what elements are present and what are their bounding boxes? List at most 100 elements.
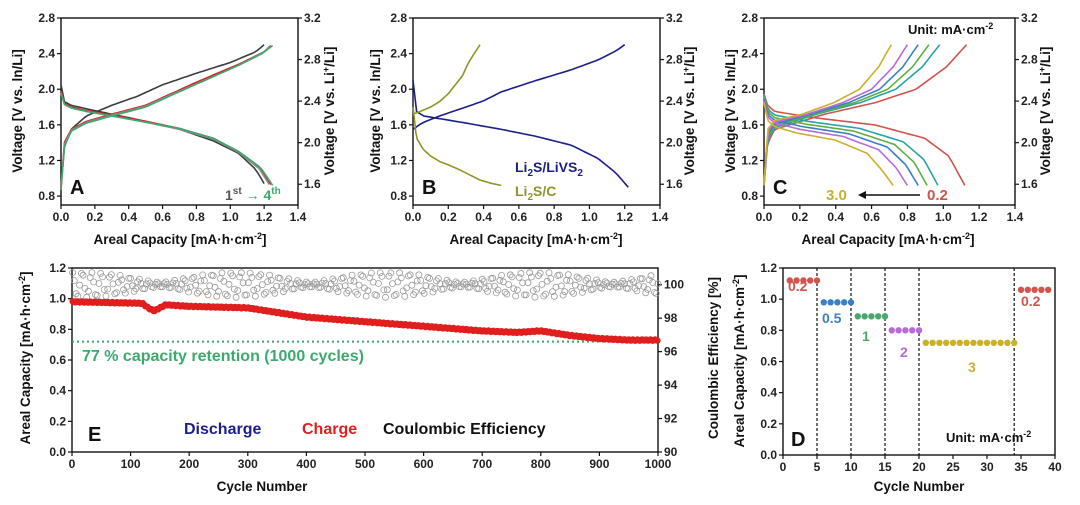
panel-e-efficiency-point (88, 269, 96, 277)
panel-d-plot-frame (782, 267, 1056, 456)
panel-e-efficiency-point (193, 289, 201, 297)
panel-e-efficiency-point (531, 293, 539, 301)
panel-a-y2-tick-label: 3.2 (304, 11, 321, 25)
panel-b-y-tick-label: 1.6 (390, 118, 407, 132)
panel-d-point (1038, 286, 1045, 293)
panel-e-efficiency-point (243, 291, 251, 299)
panel-e-efficiency-point (392, 291, 400, 298)
panel-e-efficiency-point (579, 288, 586, 296)
panel-e-efficiency-point (529, 287, 537, 295)
panel-e-efficiency-point (591, 279, 599, 287)
panel-e-efficiency-point (503, 290, 511, 298)
panel-d-segment-2 (820, 299, 855, 306)
panel-e-y-tick-label: 0.0 (49, 445, 66, 459)
panel-e-efficiency-point (524, 279, 532, 287)
panel-e-efficiency-point (309, 280, 317, 288)
panel-b-x-axis-title: Areal Capacity [mA·h·cm-2] (449, 231, 622, 247)
panel-e-efficiency-point (281, 285, 289, 293)
panel-d-point (841, 299, 848, 306)
panel-e-efficiency-point (575, 274, 583, 282)
panel-e-efficiency-point (190, 273, 198, 281)
panel-b-x-tick-label: 0.4 (475, 210, 492, 224)
panel-a-x-axis-title: Areal Capacity [mA·h·cm-2] (93, 231, 266, 247)
panel-e-efficiency-point (505, 281, 513, 288)
panel-d-point (1031, 286, 1038, 293)
panel-d-y-tick-label: 0.6 (760, 355, 777, 369)
panel-c-charge-curve-6 (763, 44, 892, 186)
panel-e-efficiency-point (215, 287, 222, 295)
panel-e-efficiency-point (598, 284, 606, 292)
panel-e-efficiency-point (237, 269, 245, 277)
panel-e-efficiency-point (229, 272, 237, 280)
panel-e-efficiency-point (533, 285, 541, 293)
panel-e-efficiency-point (417, 277, 425, 284)
panel-e-efficiency-point (642, 289, 650, 297)
panel-e-efficiency-point (649, 278, 657, 286)
panel-e-efficiency-point (339, 274, 347, 282)
panel-e-efficiency-point (415, 271, 423, 279)
panel-d-segment-3 (854, 313, 889, 320)
panel-e-efficiency-point (317, 283, 324, 291)
panel-a-y2-tick-label: 2.4 (304, 94, 321, 108)
panel-c-y-axis-title: Voltage [V vs. ln/Li] (723, 49, 738, 173)
panel-e-efficiency-point (331, 277, 338, 285)
panel-e-charge-series (69, 298, 661, 344)
panel-e-efficiency-point (276, 274, 284, 282)
panel-c-x-axis-title: Areal Capacity [mA·h·cm-2] (801, 231, 974, 247)
panel-e-efficiency-point (78, 269, 85, 277)
panel-e-y-tick-label: 0.8 (49, 322, 66, 336)
panel-e-efficiency-point (167, 283, 175, 291)
panel-e-efficiency-point (200, 277, 208, 284)
panel-d-x-tick-label: 30 (980, 460, 994, 474)
panel-d-point (834, 299, 841, 306)
panel-e-efficiency-point (454, 279, 462, 287)
panel-d-point (929, 339, 936, 346)
panel-b-y-tick-label: 1.2 (390, 153, 407, 167)
panel-e-efficiency-point (285, 275, 293, 283)
panel-d-x-tick-label: 40 (1048, 460, 1062, 474)
panel-e-efficiency-point (211, 283, 219, 291)
panel-e-efficiency-point (118, 276, 126, 284)
panel-e-efficiency-point (160, 280, 168, 288)
panel-c-x-tick-label: 1.4 (1007, 210, 1024, 224)
panel-e-efficiency-point (528, 273, 535, 281)
panel-d-x-tick-label: 20 (912, 460, 926, 474)
panel-e-efficiency-point (394, 278, 402, 286)
panel-a-y-tick-label: 2.0 (38, 82, 55, 96)
panel-e-efficiency-point (521, 291, 528, 299)
panel-d-point (963, 339, 970, 346)
panel-c-x-tick-label: 0.6 (863, 210, 880, 224)
panel-d-segment-label: 1 (862, 328, 870, 344)
panel-e-efficiency-point (448, 284, 456, 292)
panel-a-discharge-curve-2 (60, 90, 272, 185)
panel-e-efficiency-point (443, 276, 451, 284)
panel-b-y-tick-label: 0.8 (390, 189, 407, 203)
panel-e-x-tick-label: 1000 (645, 457, 672, 471)
panel-d-point (854, 313, 861, 320)
panel-e-efficiency-point (267, 276, 275, 284)
panel-e-efficiency-point (545, 269, 553, 277)
panel-e-efficiency-point (547, 275, 555, 282)
panel-e-efficiency-point (644, 285, 651, 293)
panel-d-point (786, 277, 793, 284)
panel-e-efficiency-point (197, 277, 205, 285)
panel-b-y2-tick-label: 3.2 (666, 11, 683, 25)
panel-e-efficiency-point (85, 287, 92, 295)
panel-e-y2-tick-label: 100 (664, 278, 684, 292)
panel-e-efficiency-point (116, 271, 124, 279)
panel-e-y-tick-label: 1.2 (49, 261, 66, 275)
panel-a-letter: A (70, 177, 84, 199)
panel-c-charge-curve-4 (763, 44, 919, 186)
panel-e-efficiency-point (461, 278, 469, 286)
panel-e-efficiency-point (517, 269, 525, 277)
panel-d-x-tick-label: 25 (946, 460, 960, 474)
panel-e-efficiency-point (114, 278, 122, 286)
panel-e-x-tick-label: 200 (179, 457, 199, 471)
panel-c-letter: C (773, 177, 787, 199)
panel-d-segment-1 (786, 277, 821, 284)
panel-e-x-tick-label: 700 (472, 457, 492, 471)
panel-a-x-tick-label: 1.0 (222, 210, 239, 224)
panel-e-efficiency-point (234, 287, 242, 294)
panel-e-efficiency-point (266, 271, 273, 279)
panel-c-x-tick-label: 1.0 (935, 210, 952, 224)
